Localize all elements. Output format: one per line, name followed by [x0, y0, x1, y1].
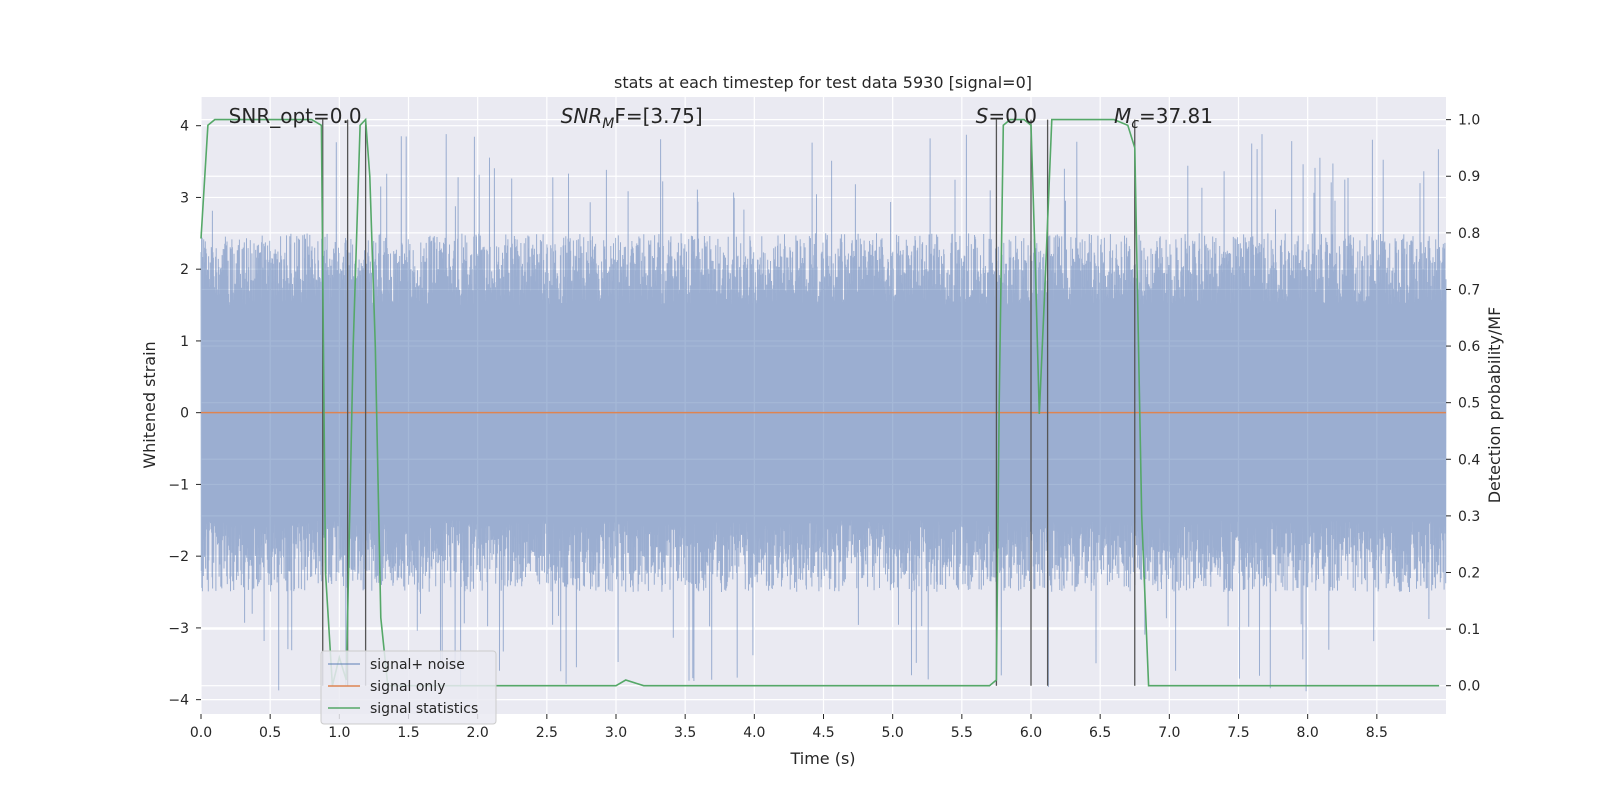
y-axis-label: Whitened strain — [140, 341, 159, 468]
annotation-value: =37.81 — [1139, 104, 1213, 128]
x-tick-label: 3.5 — [674, 725, 696, 741]
annotation-main: SNR_opt=0.0 — [229, 104, 362, 128]
y2-tick-label: 1.0 — [1458, 113, 1480, 129]
y-tick-label: 4 — [180, 119, 189, 135]
stats-line — [200, 117, 1440, 687]
x-tick-label: 5.5 — [951, 725, 973, 741]
y2-tick-label: 0.5 — [1458, 396, 1480, 412]
x-tick-label: 5.0 — [882, 725, 904, 741]
y-ticks: −4 −3 −2 −1 0 1 2 3 4 — [168, 119, 201, 709]
x-tick-label: 0.0 — [190, 725, 212, 741]
y2-tick-label: 0.2 — [1458, 565, 1480, 581]
x-tick-label: 6.0 — [1020, 725, 1042, 741]
y-tick-label: 2 — [180, 262, 189, 278]
y-tick-label: −1 — [168, 477, 189, 493]
x-tick-label: 2.5 — [536, 725, 558, 741]
legend-box — [320, 650, 497, 725]
annotation: SNR_opt=0.0 — [229, 104, 362, 128]
y2-tick-label: 0.4 — [1458, 452, 1480, 468]
annotation: SNRMF=[3.75] — [561, 104, 703, 132]
y-tick-label: 0 — [180, 406, 189, 422]
x-tick-label: 8.0 — [1297, 725, 1319, 741]
y2-tick-label: 0.9 — [1458, 169, 1480, 185]
x-tick-label: 1.5 — [397, 725, 419, 741]
legend-label-signal: signal only — [370, 679, 445, 695]
x-tick-label: 8.5 — [1366, 725, 1388, 741]
y2-tick-label: 0.0 — [1458, 679, 1480, 695]
x-tick-label: 7.0 — [1158, 725, 1180, 741]
noise-series — [200, 134, 1447, 692]
chart-title: stats at each timestep for test data 593… — [614, 73, 1032, 92]
y2-tick-label: 0.8 — [1458, 226, 1480, 242]
legend-label-stats: signal statistics — [370, 701, 478, 717]
y-tick-label: 1 — [180, 334, 189, 350]
annotations: SNR_opt=0.0 SNRMF=[3.75] S=0.0 Mc=37.81 — [229, 104, 1213, 132]
annotation-main: SNR — [561, 104, 603, 128]
legend: signal+ noise signal only signal statist… — [320, 650, 497, 725]
y2-ticks: 0.0 0.1 0.2 0.3 0.4 0.5 0.6 0.7 0.8 0.9 1.0 — [1446, 113, 1480, 695]
annotation-value: F=[3.75] — [614, 104, 702, 128]
annotation-main: S — [976, 104, 989, 128]
annotation-value: =0.0 — [988, 104, 1037, 128]
x-tick-label: 6.5 — [1089, 725, 1111, 741]
legend-label-noise: signal+ noise — [370, 657, 465, 673]
y2-axis-label: Detection probability/MF — [1485, 307, 1504, 504]
annotation: Mc=37.81 — [1114, 104, 1213, 132]
stats-series — [200, 117, 1440, 687]
y2-tick-label: 0.7 — [1458, 282, 1480, 298]
y-tick-label: −3 — [168, 621, 189, 637]
x-tick-label: 3.0 — [605, 725, 627, 741]
y-tick-label: 3 — [180, 190, 189, 206]
x-tick-label: 7.5 — [1227, 725, 1249, 741]
y-tick-label: −4 — [168, 693, 189, 709]
y2-tick-label: 0.3 — [1458, 509, 1480, 525]
x-ticks: 0.0 0.5 1.0 1.5 2.0 2.5 3.0 3.5 4.0 4.5 5.0 5.5 6.0 6… — [190, 714, 1388, 741]
x-tick-label: 1.0 — [328, 725, 350, 741]
y-tick-label: −2 — [168, 549, 189, 565]
x-tick-label: 0.5 — [259, 725, 281, 741]
y2-tick-label: 0.6 — [1458, 339, 1480, 355]
annotation: S=0.0 — [976, 104, 1037, 128]
x-axis-label: Time (s) — [789, 749, 855, 768]
noise-trace — [200, 134, 1447, 692]
annotation-subscript: M — [602, 116, 614, 132]
y2-tick-label: 0.1 — [1458, 622, 1480, 638]
annotation-subscript: c — [1131, 116, 1139, 132]
annotation-main: M — [1114, 104, 1131, 128]
x-tick-label: 2.0 — [467, 725, 489, 741]
x-tick-label: 4.0 — [743, 725, 765, 741]
x-tick-label: 4.5 — [812, 725, 834, 741]
